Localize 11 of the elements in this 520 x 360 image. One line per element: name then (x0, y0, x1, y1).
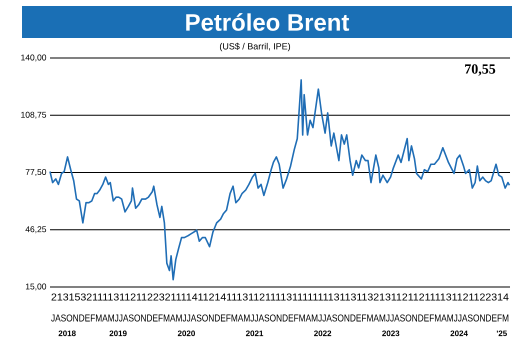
y-tick-label: 46,25 (25, 226, 46, 234)
y-tick-label: 15,00 (26, 284, 46, 290)
annotation: 70,55 (465, 64, 496, 76)
y-tick-label: 108,75 (21, 112, 46, 119)
y-tick-label: 77,50 (26, 169, 46, 176)
chart-title: Petróleo Brent (186, 13, 350, 31)
line-series (49, 79, 510, 280)
chart-subtitle: (US$ / Barril, IPE) (220, 42, 290, 52)
text: JASONDEFMAMJJASONDEFMAMJJASONDEFMAMJJASONDEFMAMJJASONDEFMAMJJASONDEFMAMJJASONDEFM (51, 314, 508, 322)
y-tick-label: 140,00 (21, 54, 46, 62)
text: 2131532111131121122321111411214111311211113111111113113113213112112111131121122314 (52, 293, 509, 301)
